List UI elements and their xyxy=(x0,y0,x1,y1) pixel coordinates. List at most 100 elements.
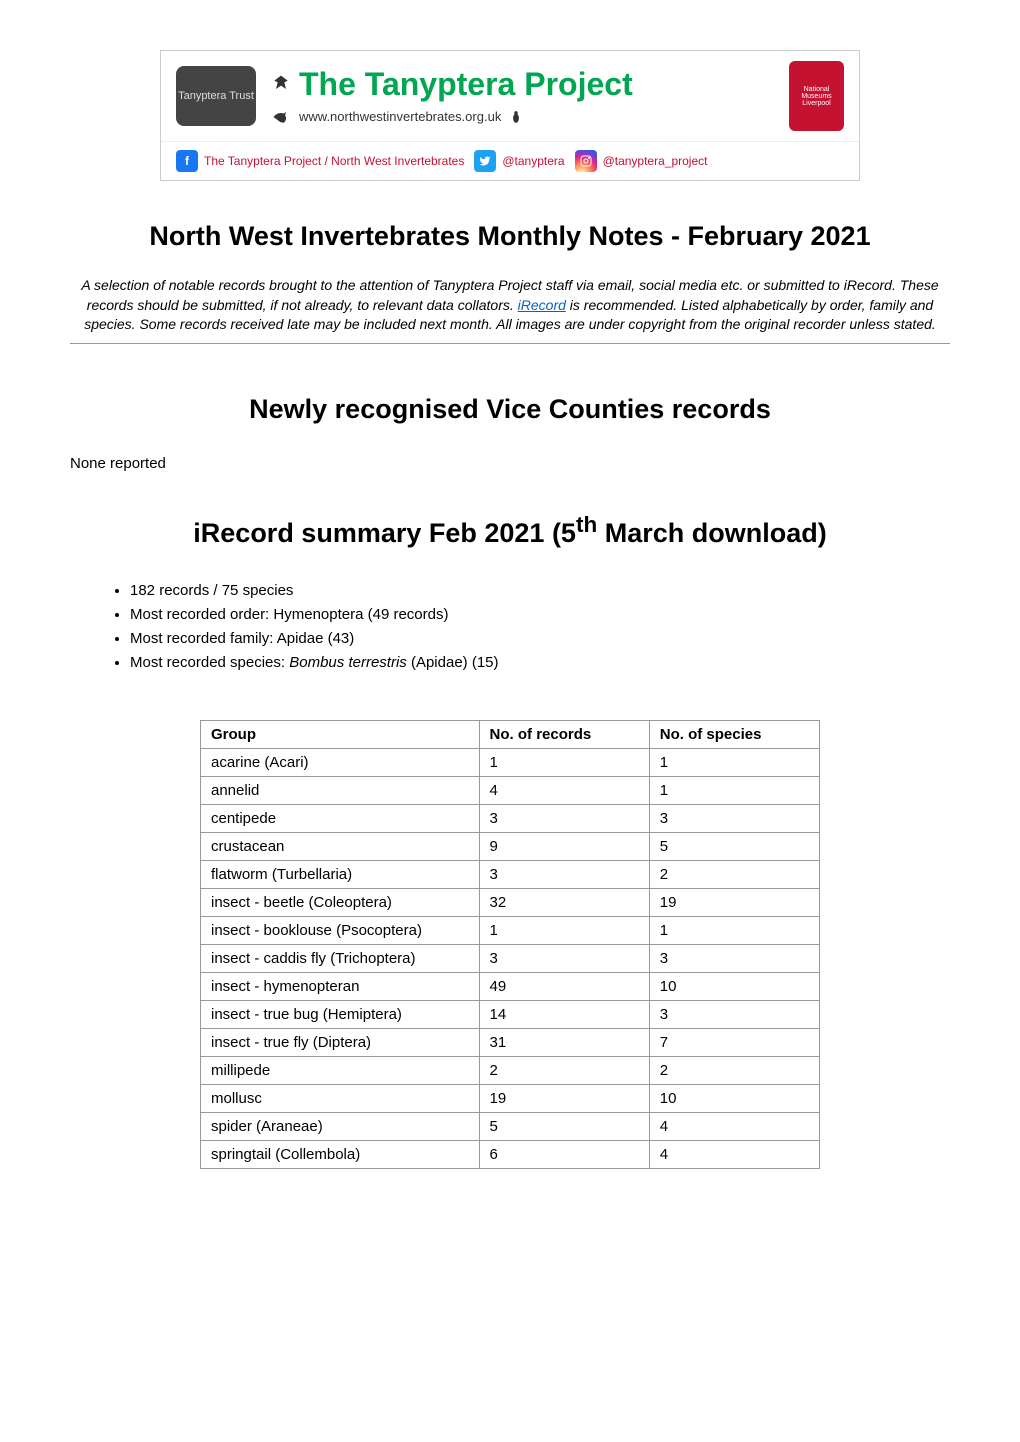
table-cell: 2 xyxy=(649,1056,819,1084)
table-cell: crustacean xyxy=(201,832,480,860)
twitter-handle: @tanyptera xyxy=(502,154,564,168)
page-title: North West Invertebrates Monthly Notes -… xyxy=(70,221,950,252)
facebook-link[interactable]: f The Tanyptera Project / North West Inv… xyxy=(176,150,464,172)
project-title-row: The Tanyptera Project xyxy=(271,66,774,103)
museums-liverpool-logo: National Museums Liverpool xyxy=(789,61,844,131)
table-cell: acarine (Acari) xyxy=(201,748,480,776)
table-cell: 9 xyxy=(479,832,649,860)
bullet-species-prefix: Most recorded species: xyxy=(130,654,289,671)
intro-divider xyxy=(70,343,950,344)
table-cell: 1 xyxy=(479,916,649,944)
banner-middle: The Tanyptera Project www.northwestinver… xyxy=(256,66,789,127)
table-cell: 19 xyxy=(649,888,819,916)
table-row: insect - beetle (Coleoptera)3219 xyxy=(201,888,820,916)
table-cell: 1 xyxy=(649,916,819,944)
tanyptera-trust-logo: Tanyptera Trust xyxy=(176,66,256,126)
facebook-icon: f xyxy=(176,150,198,172)
table-cell: 31 xyxy=(479,1028,649,1056)
table-cell: 4 xyxy=(649,1140,819,1168)
bullet-item: Most recorded order: Hymenoptera (49 rec… xyxy=(130,603,950,627)
table-header-records: No. of records xyxy=(479,720,649,748)
irecord-heading-super: th xyxy=(576,512,597,537)
irecord-summary-heading: iRecord summary Feb 2021 (5th March down… xyxy=(70,512,950,549)
table-row: insect - true fly (Diptera)317 xyxy=(201,1028,820,1056)
museums-liverpool-logo-text: National Museums Liverpool xyxy=(793,86,840,107)
table-row: annelid41 xyxy=(201,776,820,804)
table-cell: 3 xyxy=(649,944,819,972)
table-cell: 7 xyxy=(649,1028,819,1056)
banner-social-row: f The Tanyptera Project / North West Inv… xyxy=(161,141,859,180)
table-cell: 1 xyxy=(649,776,819,804)
table-cell: 4 xyxy=(649,1112,819,1140)
table-cell: 32 xyxy=(479,888,649,916)
table-row: insect - hymenopteran4910 xyxy=(201,972,820,1000)
table-cell: millipede xyxy=(201,1056,480,1084)
table-cell: spider (Araneae) xyxy=(201,1112,480,1140)
table-cell: 5 xyxy=(649,832,819,860)
table-cell: 19 xyxy=(479,1084,649,1112)
bird-icon xyxy=(271,74,291,94)
table-row: springtail (Collembola)64 xyxy=(201,1140,820,1168)
twitter-link[interactable]: @tanyptera xyxy=(474,150,564,172)
table-cell: 6 xyxy=(479,1140,649,1168)
instagram-icon xyxy=(575,150,597,172)
beetle-icon xyxy=(509,108,523,126)
table-cell: insect - true bug (Hemiptera) xyxy=(201,1000,480,1028)
bullet-item: 182 records / 75 species xyxy=(130,579,950,603)
instagram-handle: @tanyptera_project xyxy=(603,154,708,168)
table-cell: 3 xyxy=(649,1000,819,1028)
table-row: insect - booklouse (Psocoptera)11 xyxy=(201,916,820,944)
table-cell: 49 xyxy=(479,972,649,1000)
table-row: insect - caddis fly (Trichoptera)33 xyxy=(201,944,820,972)
instagram-link[interactable]: @tanyptera_project xyxy=(575,150,708,172)
banner-top-row: Tanyptera Trust The Tanyptera Project ww… xyxy=(161,51,859,141)
irecord-heading-prefix: iRecord summary Feb 2021 (5 xyxy=(193,518,576,548)
project-title: The Tanyptera Project xyxy=(299,66,633,103)
facebook-handle: The Tanyptera Project / North West Inver… xyxy=(204,154,464,168)
irecord-heading-suffix: March download) xyxy=(597,518,827,548)
table-cell: 14 xyxy=(479,1000,649,1028)
table-cell: springtail (Collembola) xyxy=(201,1140,480,1168)
table-header-group: Group xyxy=(201,720,480,748)
bullet-species-suffix: (Apidae) (15) xyxy=(407,654,499,671)
table-cell: 1 xyxy=(649,748,819,776)
twitter-icon xyxy=(474,150,496,172)
irecord-link[interactable]: iRecord xyxy=(518,297,566,313)
table-cell: 3 xyxy=(479,804,649,832)
table-cell: 3 xyxy=(649,804,819,832)
table-body: acarine (Acari)11annelid41centipede33cru… xyxy=(201,748,820,1168)
tanyptera-trust-logo-text: Tanyptera Trust xyxy=(178,90,254,102)
table-cell: insect - beetle (Coleoptera) xyxy=(201,888,480,916)
header-banner: Tanyptera Trust The Tanyptera Project ww… xyxy=(160,50,860,181)
table-row: acarine (Acari)11 xyxy=(201,748,820,776)
table-cell: 1 xyxy=(479,748,649,776)
table-row: spider (Araneae)54 xyxy=(201,1112,820,1140)
table-cell: insect - booklouse (Psocoptera) xyxy=(201,916,480,944)
table-header-species: No. of species xyxy=(649,720,819,748)
vice-counties-body: None reported xyxy=(70,455,950,472)
table-row: mollusc1910 xyxy=(201,1084,820,1112)
summary-bullets: 182 records / 75 species Most recorded o… xyxy=(70,579,950,675)
table-cell: 5 xyxy=(479,1112,649,1140)
intro-paragraph: A selection of notable records brought t… xyxy=(70,276,950,335)
table-cell: 10 xyxy=(649,1084,819,1112)
table-header-row: Group No. of records No. of species xyxy=(201,720,820,748)
bird-silhouette-icon xyxy=(271,107,291,127)
vice-counties-heading: Newly recognised Vice Counties records xyxy=(70,394,950,425)
table-cell: 4 xyxy=(479,776,649,804)
table-cell: 2 xyxy=(649,860,819,888)
table-cell: annelid xyxy=(201,776,480,804)
table-row: millipede22 xyxy=(201,1056,820,1084)
website-url[interactable]: www.northwestinvertebrates.org.uk xyxy=(299,109,501,124)
table-cell: centipede xyxy=(201,804,480,832)
table-row: insect - true bug (Hemiptera)143 xyxy=(201,1000,820,1028)
table-row: crustacean95 xyxy=(201,832,820,860)
table-cell: insect - hymenopteran xyxy=(201,972,480,1000)
bullet-species-italic: Bombus terrestris xyxy=(289,654,407,671)
bullet-item: Most recorded family: Apidae (43) xyxy=(130,627,950,651)
table-cell: insect - caddis fly (Trichoptera) xyxy=(201,944,480,972)
table-cell: 2 xyxy=(479,1056,649,1084)
table-cell: mollusc xyxy=(201,1084,480,1112)
bullet-item: Most recorded species: Bombus terrestris… xyxy=(130,651,950,675)
table-cell: insect - true fly (Diptera) xyxy=(201,1028,480,1056)
